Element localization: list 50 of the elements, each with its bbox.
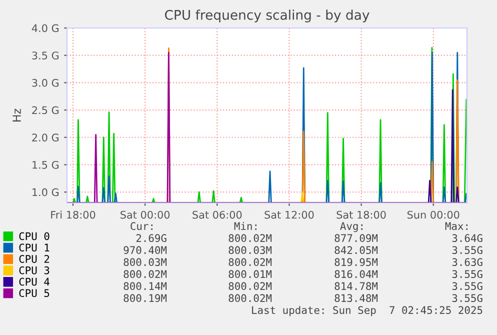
x-tick-label: Sun 00:00 bbox=[407, 210, 460, 219]
text: 3.55G bbox=[452, 282, 482, 290]
y-tick-label: 1.5 G bbox=[32, 160, 59, 169]
text: Last update: Sun Sep 7 02:45:25 2025 bbox=[252, 306, 482, 316]
x-tick-label: Fri 18:00 bbox=[51, 210, 96, 219]
y-tick-label: 2.5 G bbox=[32, 106, 59, 114]
legend-label: CPU 5 bbox=[19, 289, 50, 298]
text: 816.04M bbox=[334, 270, 378, 278]
text: Min: bbox=[234, 222, 256, 230]
legend-label: CPU 2 bbox=[19, 255, 50, 263]
y-tick-label: 1.0 G bbox=[32, 188, 59, 196]
x-tick-label: Sat 00:00 bbox=[120, 210, 170, 219]
text: 800.02M bbox=[124, 270, 167, 278]
text: 819.95M bbox=[334, 258, 378, 266]
x-tick-label: Sat 12:00 bbox=[264, 210, 314, 219]
y-tick-label: 4.0 G bbox=[32, 24, 59, 32]
text: 3.55G bbox=[452, 294, 482, 302]
text: 800.19M bbox=[124, 294, 167, 302]
text: 2.69G bbox=[136, 234, 166, 242]
text: 800.14M bbox=[124, 282, 167, 290]
text: 3.55G bbox=[452, 246, 482, 254]
legend-label: CPU 3 bbox=[19, 266, 50, 274]
text: 800.01M bbox=[228, 270, 272, 278]
y-axis-title: Hz bbox=[12, 108, 21, 122]
text: 800.02M bbox=[228, 234, 272, 242]
text: 800.03M bbox=[124, 258, 167, 266]
y-tick-label: 3.0 G bbox=[32, 78, 59, 87]
legend-label: CPU 4 bbox=[19, 278, 50, 286]
text: 842.05M bbox=[334, 246, 378, 254]
y-tick-label: 3.5 G bbox=[32, 52, 59, 60]
x-tick-label: Sat 06:00 bbox=[192, 210, 242, 219]
text: 877.09M bbox=[334, 234, 378, 242]
text: Cur: bbox=[130, 222, 152, 230]
chart-title: CPU frequency scaling - by day bbox=[165, 10, 370, 22]
text: 800.03M bbox=[228, 246, 272, 254]
text: Max: bbox=[445, 222, 468, 230]
x-tick-label: Sat 18:00 bbox=[336, 210, 386, 219]
text: 800.02M bbox=[228, 294, 272, 302]
text: 800.02M bbox=[228, 258, 272, 266]
text: 3.64G bbox=[452, 234, 482, 242]
text: 970.40M bbox=[124, 246, 167, 254]
legend-label: CPU 1 bbox=[19, 244, 50, 252]
text: 800.02M bbox=[228, 282, 272, 290]
text: 814.78M bbox=[334, 282, 378, 290]
text: Avg: bbox=[340, 222, 362, 232]
text: 3.55G bbox=[452, 270, 482, 278]
text: 3.63G bbox=[452, 258, 482, 266]
y-tick-label: 2.0 G bbox=[32, 134, 59, 142]
text: 813.48M bbox=[334, 294, 378, 302]
legend-label: CPU 0 bbox=[19, 232, 50, 240]
